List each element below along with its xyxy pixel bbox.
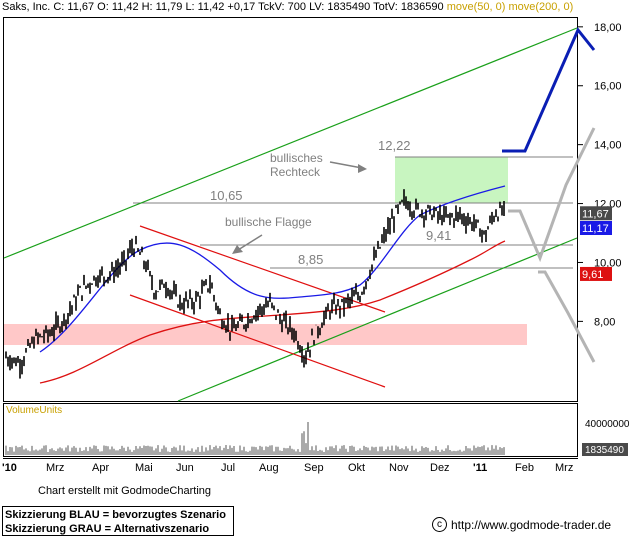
label-12-22: 12,22 <box>378 138 411 153</box>
url-text[interactable]: http://www.godmode-trader.de <box>451 517 612 532</box>
grey-scenario-path-1 <box>508 127 596 263</box>
quote-info: C: 11,67 O: 11,42 H: 11,79 L: 11,42 +0,1… <box>53 1 444 13</box>
flag-label: bullische Flagge <box>225 215 312 229</box>
flag-annotation-arrow <box>237 234 263 251</box>
channel-upper <box>3 27 578 259</box>
x-tick-label: Jul <box>221 462 235 474</box>
x-tick-label: Feb <box>515 462 534 474</box>
y-tick-label: 16,00 <box>594 81 622 93</box>
symbol-name: Saks, Inc. <box>2 1 51 13</box>
x-axis: '10 Mrz Apr Mai Jun Jul Aug Sep Okt Nov Dez '11 Feb M… <box>2 462 573 474</box>
copyright-icon: c <box>432 517 447 532</box>
x-tick-label: Apr <box>92 462 109 474</box>
ma200-line <box>39 240 506 384</box>
channel-lower <box>177 237 578 402</box>
flag-lower <box>129 294 386 388</box>
y-tick-label: 18,00 <box>594 22 622 34</box>
y-tick-label: 8,00 <box>594 316 615 328</box>
price-badge-bg <box>580 266 612 281</box>
blue-scenario-path <box>502 27 596 153</box>
legend-blue: Skizzierung BLAU = bevorzugtes Szenario <box>5 509 226 521</box>
bullish-rectangle <box>395 157 508 203</box>
price-badge-bg <box>580 206 612 221</box>
x-tick-label: Mrz <box>555 462 573 474</box>
x-tick-label: '11 <box>473 462 487 474</box>
x-tick-label: Aug <box>259 462 279 474</box>
main-pane-frame <box>3 17 578 402</box>
volume-pane-frame <box>3 403 578 457</box>
y-tick-label: 14,00 <box>594 140 622 152</box>
label-10-65: 10,65 <box>210 188 243 203</box>
volume-badge: 1835490 <box>585 445 624 456</box>
x-tick-label: Sep <box>304 462 324 474</box>
rect-annotation-arrow <box>329 161 363 169</box>
source-url[interactable]: c http://www.godmode-trader.de <box>432 517 611 532</box>
price-bars <box>5 189 505 379</box>
x-tick-label: Dez <box>430 462 450 474</box>
price-badge: 11,17 <box>582 223 609 235</box>
chart-credit: Chart erstellt mit GodmodeCharting <box>38 485 212 497</box>
flag-upper <box>139 225 386 313</box>
volume-bars <box>5 422 505 455</box>
x-tick-label: '10 <box>2 462 17 474</box>
x-tick-label: Nov <box>389 462 409 474</box>
volume-label: VolumeUnits <box>6 405 62 416</box>
volume-tick-top: 40000000 <box>585 419 630 430</box>
rect-arrow-head <box>358 164 367 173</box>
legend-grey: Skizzierung GRAU = Alternativszenario <box>5 523 210 535</box>
label-9-41: 9,41 <box>426 228 451 243</box>
price-badges: 11,67 11,17 9,61 <box>580 206 612 281</box>
x-tick-label: Mai <box>135 462 153 474</box>
y-tick-label: 10,00 <box>594 257 622 269</box>
grey-scenario-path-2 <box>538 270 596 363</box>
rect-label: bullisches Rechteck <box>270 151 326 179</box>
support-zone <box>4 324 527 345</box>
volume-badge-bg <box>582 443 628 456</box>
label-8-85: 8,85 <box>298 252 323 267</box>
price-badge-bg <box>580 221 612 236</box>
price-badge: 9,61 <box>582 269 603 281</box>
x-tick-label: Mrz <box>46 462 64 474</box>
x-tick-label: Okt <box>348 462 365 474</box>
ma-legend: move(50, 0) move(200, 0) <box>446 1 574 13</box>
chart-header: Saks, Inc. C: 11,67 O: 11,42 H: 11,79 L:… <box>2 1 573 13</box>
flag-arrow-head <box>232 245 243 254</box>
price-badge: 11,67 <box>582 208 609 220</box>
x-tick-label: Jun <box>176 462 194 474</box>
scenario-legend: Skizzierung BLAU = bevorzugtes Szenario … <box>2 506 234 536</box>
